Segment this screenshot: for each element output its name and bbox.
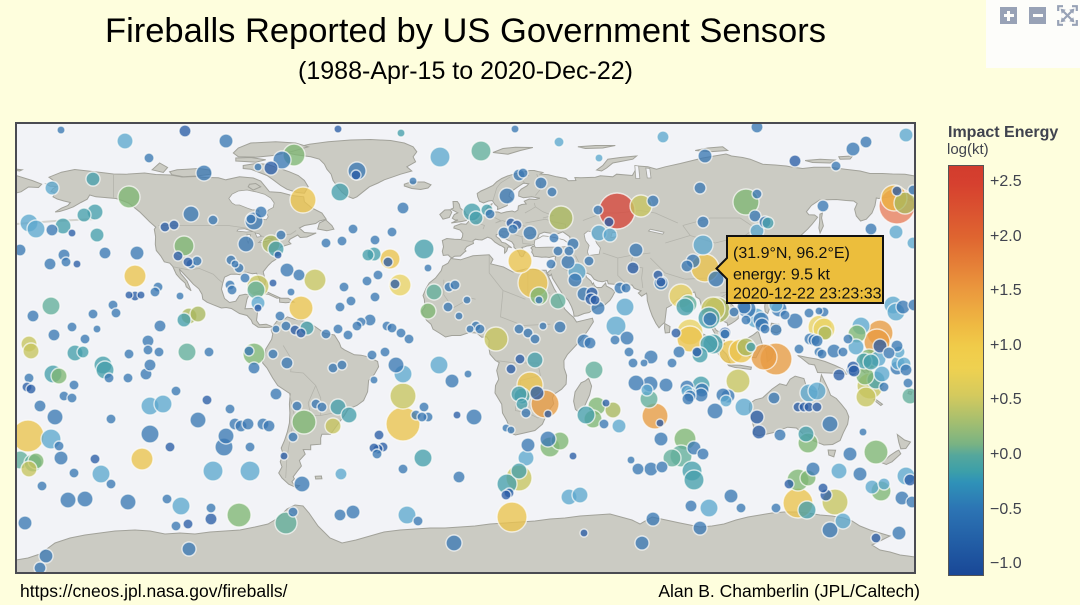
svg-text:energy: 9.5 kt: energy: 9.5 kt	[733, 267, 831, 284]
svg-text:2020-12-22 23:23:33: 2020-12-22 23:23:33	[733, 286, 882, 303]
svg-text:(31.9°N, 96.2°E): (31.9°N, 96.2°E)	[733, 245, 850, 262]
